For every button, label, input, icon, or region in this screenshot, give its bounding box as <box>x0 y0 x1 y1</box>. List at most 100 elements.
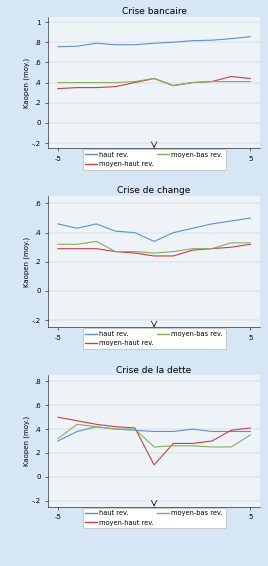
haut rev. <box>76 43 79 50</box>
moyen-bas rev. <box>191 79 194 86</box>
haut rev. <box>210 221 213 228</box>
haut rev. <box>249 33 252 40</box>
moyen-haut rev. <box>56 245 59 252</box>
moyen-bas rev. <box>152 444 156 451</box>
moyen-bas rev. <box>76 421 79 428</box>
moyen-haut rev. <box>210 438 213 444</box>
haut rev. <box>76 428 79 435</box>
moyen-haut rev. <box>95 84 98 91</box>
moyen-bas rev. <box>249 432 252 439</box>
moyen-bas rev. <box>210 245 213 252</box>
Line: moyen-bas rev.: moyen-bas rev. <box>58 424 250 447</box>
moyen-bas rev. <box>56 435 59 442</box>
moyen-haut rev. <box>249 75 252 82</box>
haut rev. <box>191 426 194 432</box>
moyen-bas rev. <box>56 241 59 248</box>
Y-axis label: Kaopen (moy.): Kaopen (moy.) <box>24 416 30 466</box>
Y-axis label: Kaopen (moy.): Kaopen (moy.) <box>24 58 30 108</box>
moyen-bas rev. <box>114 79 117 86</box>
moyen-bas rev. <box>76 241 79 248</box>
moyen-haut rev. <box>210 78 213 85</box>
moyen-haut rev. <box>191 79 194 86</box>
moyen-bas rev. <box>249 239 252 246</box>
moyen-haut rev. <box>191 440 194 447</box>
Title: Crise bancaire: Crise bancaire <box>122 7 187 16</box>
haut rev. <box>56 44 59 50</box>
moyen-haut rev. <box>76 417 79 424</box>
haut rev. <box>76 225 79 231</box>
Line: moyen-bas rev.: moyen-bas rev. <box>58 241 250 253</box>
haut rev. <box>172 428 175 435</box>
moyen-haut rev. <box>56 85 59 92</box>
moyen-haut rev. <box>172 82 175 89</box>
haut rev. <box>210 37 213 44</box>
moyen-haut rev. <box>114 248 117 255</box>
moyen-bas rev. <box>229 444 233 451</box>
moyen-bas rev. <box>114 248 117 255</box>
Title: Crise de change: Crise de change <box>117 186 191 195</box>
moyen-bas rev. <box>172 82 175 89</box>
moyen-bas rev. <box>133 248 136 255</box>
moyen-haut rev. <box>210 245 213 252</box>
moyen-bas rev. <box>56 79 59 86</box>
Legend: haut rev., moyen-haut rev., moyen-bas rev.: haut rev., moyen-haut rev., moyen-bas re… <box>83 328 226 349</box>
haut rev. <box>249 215 252 221</box>
moyen-haut rev. <box>95 245 98 252</box>
haut rev. <box>191 37 194 44</box>
moyen-haut rev. <box>76 245 79 252</box>
haut rev. <box>249 428 252 435</box>
Y-axis label: Kaopen (moy.): Kaopen (moy.) <box>24 237 30 287</box>
moyen-haut rev. <box>133 424 136 431</box>
moyen-bas rev. <box>133 78 136 85</box>
moyen-bas rev. <box>172 248 175 255</box>
haut rev. <box>229 428 233 435</box>
moyen-bas rev. <box>95 238 98 245</box>
Line: moyen-haut rev.: moyen-haut rev. <box>58 417 250 465</box>
moyen-bas rev. <box>210 78 213 85</box>
haut rev. <box>133 229 136 236</box>
moyen-haut rev. <box>133 250 136 256</box>
moyen-bas rev. <box>229 239 233 246</box>
Title: Crise de la dette: Crise de la dette <box>117 366 192 375</box>
moyen-haut rev. <box>249 241 252 248</box>
Line: moyen-haut rev.: moyen-haut rev. <box>58 76 250 89</box>
moyen-bas rev. <box>191 245 194 252</box>
haut rev. <box>152 428 156 435</box>
moyen-haut rev. <box>114 83 117 90</box>
moyen-bas rev. <box>114 426 117 432</box>
haut rev. <box>114 228 117 234</box>
moyen-bas rev. <box>249 78 252 85</box>
haut rev. <box>56 438 59 444</box>
moyen-bas rev. <box>95 423 98 430</box>
haut rev. <box>133 427 136 434</box>
haut rev. <box>95 423 98 430</box>
haut rev. <box>133 41 136 48</box>
haut rev. <box>152 238 156 245</box>
moyen-bas rev. <box>95 79 98 86</box>
moyen-haut rev. <box>172 440 175 447</box>
moyen-bas rev. <box>172 443 175 449</box>
haut rev. <box>210 428 213 435</box>
Line: haut rev.: haut rev. <box>58 218 250 241</box>
haut rev. <box>191 225 194 231</box>
moyen-haut rev. <box>56 414 59 421</box>
Legend: haut rev., moyen-haut rev., moyen-bas rev.: haut rev., moyen-haut rev., moyen-bas re… <box>83 508 226 528</box>
haut rev. <box>95 221 98 228</box>
Line: haut rev.: haut rev. <box>58 427 250 441</box>
Legend: haut rev., moyen-haut rev., moyen-bas rev.: haut rev., moyen-haut rev., moyen-bas re… <box>83 149 226 170</box>
moyen-bas rev. <box>152 75 156 82</box>
Line: haut rev.: haut rev. <box>58 37 250 47</box>
moyen-haut rev. <box>152 252 156 259</box>
moyen-haut rev. <box>95 421 98 428</box>
Line: moyen-haut rev.: moyen-haut rev. <box>58 245 250 256</box>
haut rev. <box>95 40 98 46</box>
moyen-haut rev. <box>76 84 79 91</box>
moyen-bas rev. <box>152 250 156 256</box>
moyen-haut rev. <box>229 73 233 80</box>
moyen-haut rev. <box>229 244 233 251</box>
moyen-haut rev. <box>152 461 156 468</box>
haut rev. <box>229 35 233 42</box>
haut rev. <box>172 229 175 236</box>
haut rev. <box>152 40 156 46</box>
moyen-haut rev. <box>152 75 156 82</box>
